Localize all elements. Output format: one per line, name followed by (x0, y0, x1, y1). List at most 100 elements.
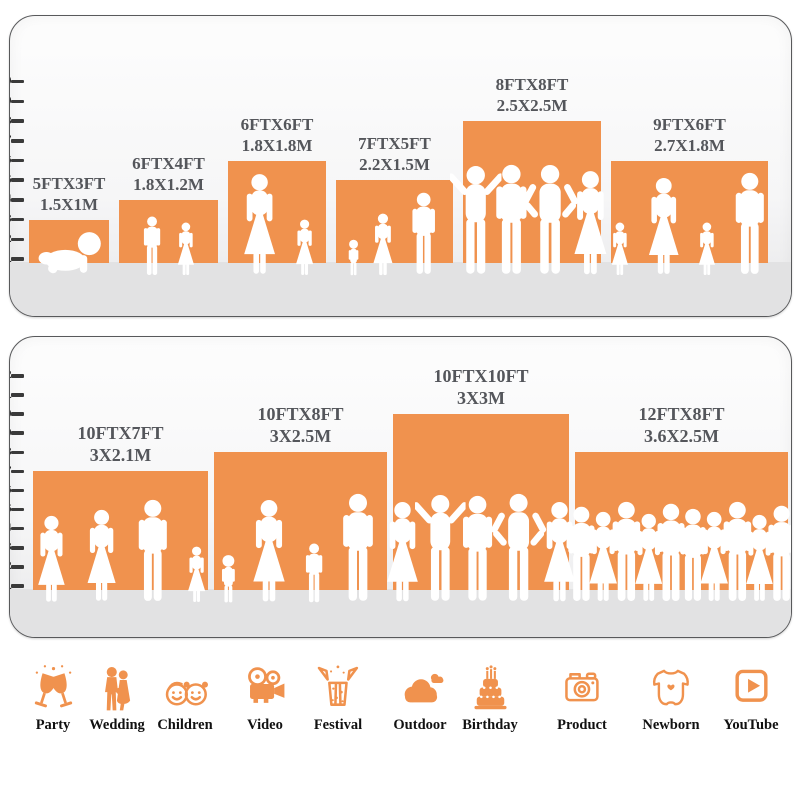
axis-tick-label: 6 (10, 485, 12, 496)
category-youtube: YouTube (708, 660, 794, 734)
axis-tick-mark (11, 412, 24, 416)
axis-tick-label: 9 (10, 427, 12, 439)
size-feet-text: 10FTX7FT (77, 423, 164, 444)
backdrop-bar (29, 219, 109, 263)
axis-tick-mark (11, 178, 24, 182)
size-feet-text: 9FTX6FT (653, 114, 726, 134)
axis-tick-mark (11, 158, 24, 163)
category-birthday: Birthday (447, 660, 533, 734)
axis-tick-mark (11, 99, 24, 104)
axis-tick-mark (11, 507, 24, 512)
youtube-icon (708, 660, 794, 712)
axis-tick-mark (11, 450, 24, 454)
size-meters-text: 2.7X1.8M (654, 135, 725, 155)
product-icon (564, 672, 599, 702)
axis-tick-label: 4 (10, 194, 12, 205)
festival-icon (295, 660, 381, 712)
category-label: Party (35, 717, 71, 733)
backdrop-bar (228, 160, 326, 263)
size-meters-text: 1.5X1M (39, 194, 99, 214)
axis-tick-label: 7 (10, 465, 12, 477)
backdrop-bar (119, 199, 218, 263)
axis-tick-mark (11, 565, 24, 569)
newborn-icon (652, 669, 689, 706)
size-feet-text: 8FTX8FT (495, 75, 569, 95)
backdrop-size-label: 12FTX8FT 3.6X2.5M (638, 403, 724, 447)
axis-tick-mark (11, 526, 24, 531)
category-product: Product (539, 660, 625, 734)
size-feet-text: 6FTX4FT (132, 153, 205, 173)
axis-tick-mark (11, 119, 24, 123)
category-label: Outdoor (393, 717, 447, 733)
axis-tick-label: 9 (10, 95, 12, 107)
category-video: Video (222, 660, 308, 734)
category-label: Newborn (642, 717, 700, 733)
backdrop-bar (393, 414, 569, 590)
axis-tick-mark (11, 469, 24, 474)
size-meters-text: 3X2.5M (269, 426, 332, 447)
size-feet-text: 6FTX6FT (240, 114, 314, 134)
size-meters-text: 3X3M (456, 388, 505, 409)
axis-tick-label: 12 (10, 370, 12, 381)
axis-tick-label: 3 (10, 542, 12, 553)
category-label: Product (557, 717, 607, 733)
wedding-icon (74, 660, 160, 712)
outdoor-icon (377, 660, 463, 712)
category-label: Festival (313, 717, 363, 733)
newborn-icon (628, 660, 714, 712)
size-feet-text: 10FTX8FT (257, 404, 344, 425)
axis-tick-label: 8 (10, 115, 12, 127)
size-meters-text: 1.8X1.8M (241, 135, 313, 155)
category-party: Party (10, 660, 96, 734)
axis-tick-mark (11, 488, 24, 493)
backdrop-bar (214, 452, 387, 590)
backdrop-bar (336, 180, 453, 263)
backdrop-size-label: 6FTX4FT 1.8X1.2M (132, 153, 205, 195)
backdrop-size-label: 7FTX5FT 2.2X1.5M (358, 133, 431, 175)
backdrop-size-label: 6FTX6FT 1.8X1.8M (241, 114, 314, 156)
party-icon (10, 660, 96, 712)
category-newborn: Newborn (628, 660, 714, 734)
size-meters-text: 2.2X1.5M (359, 155, 430, 175)
axis-tick-mark (11, 374, 24, 378)
axis-tick-mark (11, 393, 24, 397)
size-meters-text: 2.5X2.5M (496, 96, 568, 116)
backdrop-size-label: 5FTX3FT 1.5X1M (33, 173, 106, 215)
size-feet-text: 5FTX3FT (32, 173, 106, 193)
axis-tick-label: 10 (10, 408, 12, 420)
category-festival: Festival (295, 660, 381, 734)
category-wedding: Wedding (74, 660, 160, 734)
axis-tick-label: 6 (10, 155, 12, 166)
backdrop-size-label: 9FTX6FT 2.7X1.8M (653, 114, 726, 156)
medium-backdrops-panel: 12345678910111210FTX7FT3X2.1M10FTX8FT3X2… (9, 336, 792, 638)
axis-tick-mark (11, 431, 24, 435)
category-outdoor: Outdoor (377, 660, 463, 734)
product-icon (539, 660, 625, 712)
category-children: Children (142, 660, 228, 734)
category-label: Wedding (89, 717, 145, 733)
size-meters-text: 1.8X1.2M (133, 174, 204, 194)
axis-tick-label: 5 (10, 504, 12, 515)
outdoor-icon (404, 673, 443, 703)
youtube-icon (734, 669, 768, 702)
axis-tick-label: 7 (10, 135, 12, 146)
festival-icon (317, 665, 358, 706)
backdrop-bar (575, 452, 788, 590)
backdrop-size-label: 10FTX7FT 3X2.1M (77, 422, 163, 466)
wedding-icon (104, 666, 130, 711)
backdrop-size-label: 8FTX8FT 2.5X2.5M (496, 74, 569, 116)
axis-tick-mark (11, 257, 24, 261)
axis-tick-mark (11, 139, 24, 143)
category-label: Birthday (462, 717, 518, 733)
backdrop-bar (33, 471, 208, 590)
axis-tick-label: 1 (10, 580, 12, 592)
axis-tick-label: 8 (10, 446, 12, 458)
axis-tick-label: 2 (10, 233, 12, 245)
birthday-icon (473, 665, 507, 710)
birthday-icon (447, 660, 533, 712)
party-icon (34, 665, 72, 708)
axis-tick-mark (11, 217, 24, 222)
size-meters-text: 3X2.1M (89, 445, 152, 466)
category-label: Children (157, 717, 213, 733)
